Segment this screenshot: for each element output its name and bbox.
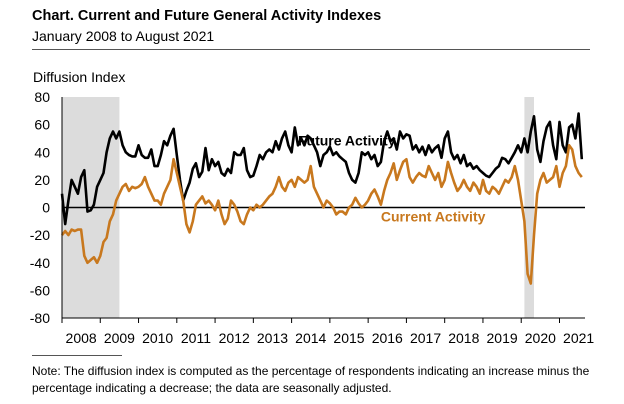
y-axis-label: Diffusion Index xyxy=(33,69,125,85)
x-tick-label: 2012 xyxy=(219,330,250,346)
x-tick-label: 2009 xyxy=(104,330,135,346)
x-tick-label: 2014 xyxy=(295,330,326,346)
chart-note: Note: The diffusion index is computed as… xyxy=(32,364,590,395)
series-label: Current Activity xyxy=(381,208,486,224)
x-tick-label: 2017 xyxy=(410,330,441,346)
series-line-current-activity xyxy=(60,144,583,285)
top-rule xyxy=(32,49,590,50)
y-tick-label: -60 xyxy=(30,282,50,298)
y-tick-label: -20 xyxy=(30,227,50,243)
x-tick-label: 2019 xyxy=(487,330,518,346)
y-tick-label: 60 xyxy=(34,117,50,133)
x-tick-label: 2010 xyxy=(142,330,173,346)
x-tick-label: 2021 xyxy=(563,330,594,346)
y-tick-label: 0 xyxy=(42,200,50,216)
y-tick-label: 20 xyxy=(34,172,50,188)
series-line-future-activity xyxy=(60,112,584,226)
y-tick-label: 40 xyxy=(34,144,50,160)
series-label: Future Activity xyxy=(298,132,396,148)
y-tick-label: -40 xyxy=(30,255,50,271)
y-tick-label: 80 xyxy=(34,89,50,105)
x-tick-label: 2008 xyxy=(66,330,97,346)
note-rule xyxy=(32,355,122,356)
chart-subtitle: January 2008 to August 2021 xyxy=(32,28,215,44)
x-tick-label: 2020 xyxy=(525,330,556,346)
chart-title: Chart. Current and Future General Activi… xyxy=(32,8,382,24)
x-tick-label: 2011 xyxy=(181,330,211,346)
y-tick-label: -80 xyxy=(30,310,50,326)
x-tick-label: 2016 xyxy=(372,330,403,346)
x-tick-label: 2013 xyxy=(257,330,288,346)
x-tick-label: 2018 xyxy=(448,330,479,346)
x-tick-label: 2015 xyxy=(333,330,364,346)
